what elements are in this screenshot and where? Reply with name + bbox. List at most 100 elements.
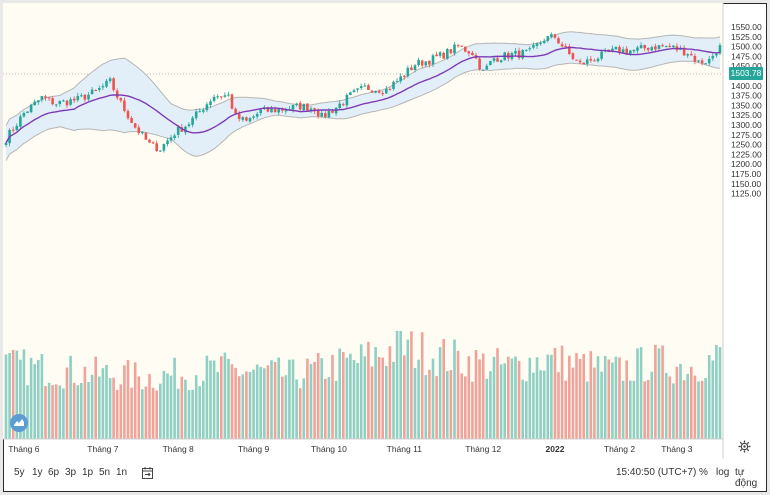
volume-bar bbox=[406, 339, 410, 439]
candle-body bbox=[478, 58, 481, 70]
volume-bar bbox=[94, 356, 97, 439]
candle-body bbox=[664, 46, 668, 48]
volume-bar bbox=[571, 367, 575, 439]
volume-bar bbox=[639, 347, 643, 439]
candle-body bbox=[212, 96, 216, 101]
candle-body bbox=[406, 67, 410, 77]
candle-body bbox=[600, 51, 603, 59]
candle-body bbox=[237, 113, 241, 119]
volume-bar bbox=[266, 365, 270, 439]
candle-body bbox=[331, 111, 334, 113]
auto-scale-toggle[interactable]: tự động bbox=[735, 467, 758, 489]
log-scale-toggle[interactable]: log bbox=[716, 467, 730, 478]
candle-body bbox=[291, 104, 295, 110]
candle-body bbox=[582, 62, 585, 65]
volume-bar bbox=[306, 358, 309, 439]
volume-bar bbox=[410, 331, 413, 439]
chart-canvas[interactable]: 1550.001525.001500.001475.001450.001425.… bbox=[3, 3, 767, 459]
candle-body bbox=[112, 78, 115, 91]
candle-body bbox=[241, 117, 245, 120]
candle-body bbox=[11, 129, 15, 131]
candle-body bbox=[37, 100, 40, 103]
candle-body bbox=[72, 98, 76, 101]
volume-bar bbox=[413, 367, 417, 439]
candle-body bbox=[424, 61, 428, 66]
candle-body bbox=[255, 113, 259, 117]
candle-body bbox=[273, 108, 277, 113]
volume-bar bbox=[209, 360, 212, 439]
candle-body bbox=[410, 67, 413, 70]
candle-body bbox=[187, 124, 191, 126]
candle-body bbox=[385, 88, 388, 94]
volume-bar bbox=[467, 356, 471, 439]
timeframe-6p[interactable]: 6p bbox=[48, 467, 60, 478]
candle-body bbox=[532, 45, 535, 48]
candle-body bbox=[83, 94, 87, 100]
timeframe-5y[interactable]: 5y bbox=[14, 467, 25, 478]
volume-bar bbox=[618, 357, 621, 439]
candle-body bbox=[162, 144, 166, 151]
volume-bar bbox=[155, 390, 158, 439]
candle-body bbox=[550, 34, 553, 37]
bottom-toolbar: 5y 1y 6p 3p 1p 5n 1n 15:40:50 (UTC+7) % … bbox=[4, 460, 766, 490]
volume-bar bbox=[654, 344, 657, 439]
volume-bar bbox=[248, 371, 252, 439]
candle-body bbox=[349, 92, 352, 95]
candle-body bbox=[26, 111, 29, 113]
volume-bar bbox=[707, 355, 711, 439]
volume-bar bbox=[650, 371, 654, 439]
timeframe-1y[interactable]: 1y bbox=[32, 467, 43, 478]
timeframe-5n[interactable]: 5n bbox=[99, 467, 111, 478]
price-tick-label: 1350.00 bbox=[731, 100, 762, 110]
volume-bar bbox=[295, 379, 298, 439]
volume-bar bbox=[288, 359, 291, 439]
tradingview-logo-icon[interactable] bbox=[10, 414, 28, 432]
time-tick-label: Tháng 8 bbox=[163, 444, 194, 454]
candle-body bbox=[442, 52, 445, 59]
timeframe-1n[interactable]: 1n bbox=[116, 467, 128, 478]
volume-bar bbox=[385, 366, 388, 439]
volume-bar bbox=[320, 358, 323, 439]
volume-bar bbox=[514, 356, 517, 439]
volume-bar bbox=[629, 380, 632, 439]
volume-bar bbox=[392, 361, 395, 439]
candle-body bbox=[614, 46, 618, 50]
price-tick-label: 1275.00 bbox=[731, 130, 762, 140]
volume-bar bbox=[234, 367, 237, 439]
candle-body bbox=[198, 111, 201, 113]
candle-body bbox=[413, 65, 417, 70]
volume-bar bbox=[442, 339, 445, 439]
candle-body bbox=[234, 108, 237, 114]
percent-scale-toggle[interactable]: % bbox=[699, 467, 708, 478]
candle-body bbox=[578, 60, 582, 63]
candle-body bbox=[33, 101, 36, 106]
candle-body bbox=[575, 59, 578, 61]
time-readout: 15:40:50 (UTC+7) bbox=[616, 467, 697, 478]
candle-body bbox=[248, 118, 252, 122]
volume-bar bbox=[435, 376, 438, 439]
volume-bar bbox=[403, 355, 406, 439]
candle-body bbox=[90, 89, 94, 95]
candle-body bbox=[205, 104, 209, 111]
volume-bar bbox=[169, 375, 173, 439]
candle-body bbox=[266, 107, 270, 112]
price-tick-label: 1525.00 bbox=[731, 32, 762, 42]
candle-body bbox=[309, 108, 313, 111]
candle-body bbox=[123, 100, 126, 111]
volume-bar bbox=[342, 352, 345, 439]
timeframe-3p[interactable]: 3p bbox=[65, 467, 77, 478]
volume-bar bbox=[83, 366, 87, 439]
timeframe-1p[interactable]: 1p bbox=[82, 467, 94, 478]
volume-bar bbox=[198, 386, 201, 439]
volume-bar bbox=[316, 353, 320, 439]
candle-body bbox=[715, 53, 718, 56]
volume-bar bbox=[503, 363, 506, 439]
candle-body bbox=[707, 58, 711, 64]
gear-icon[interactable] bbox=[738, 440, 751, 453]
candle-body bbox=[184, 126, 187, 133]
calendar-range-icon[interactable] bbox=[142, 466, 153, 479]
candle-body bbox=[270, 108, 273, 113]
candle-body bbox=[654, 46, 657, 50]
volume-bar bbox=[309, 363, 313, 439]
candle-body bbox=[471, 52, 474, 55]
